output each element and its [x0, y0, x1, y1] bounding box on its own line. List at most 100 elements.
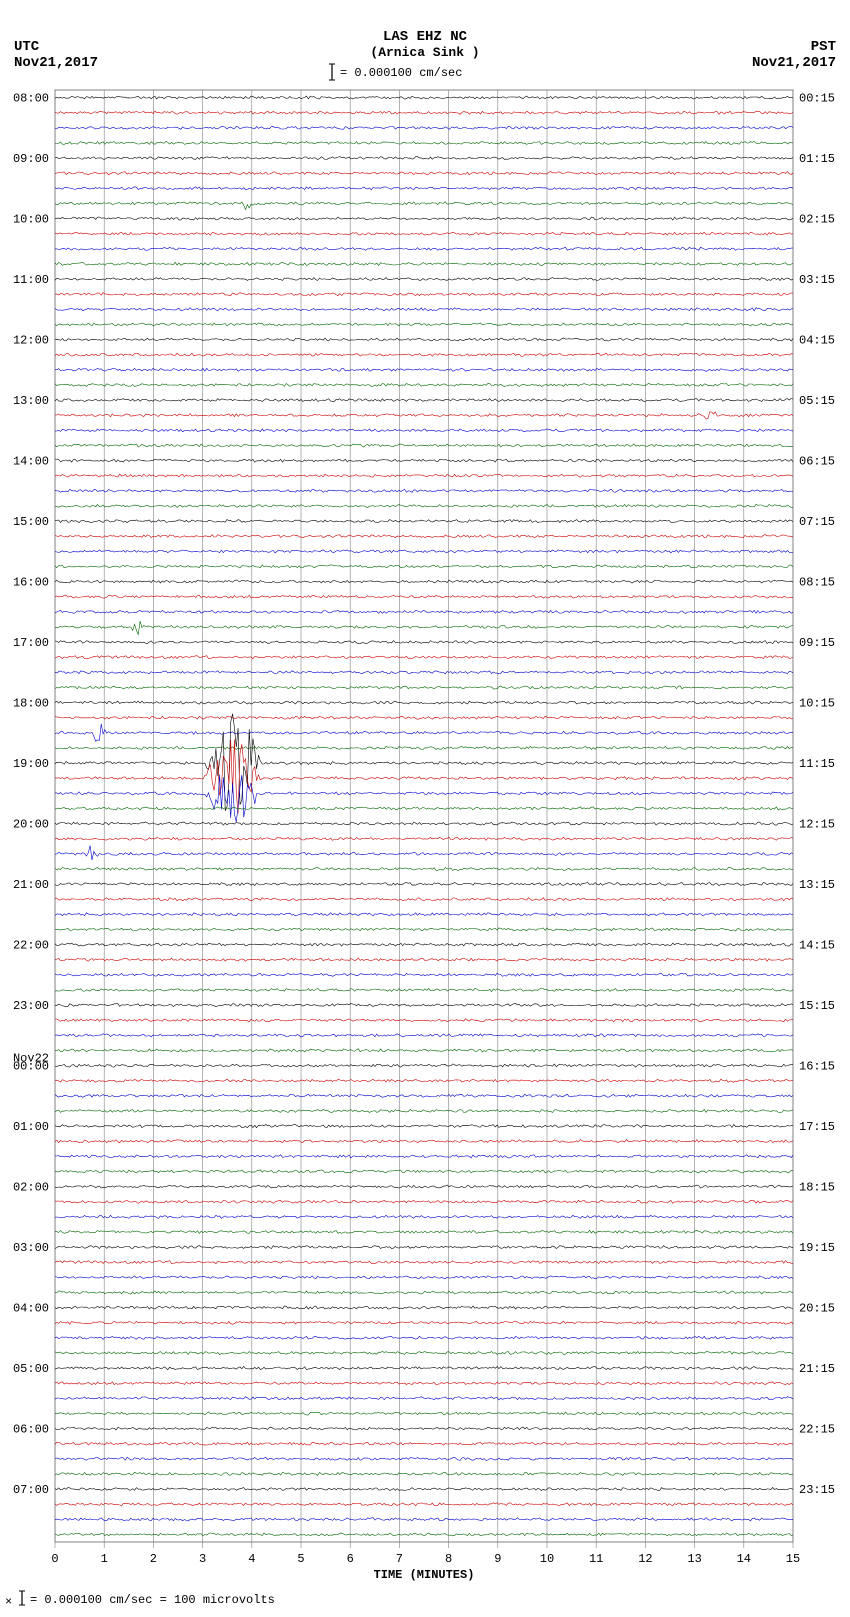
- seismic-trace: [55, 867, 793, 870]
- left-time-label: 20:00: [13, 818, 49, 832]
- seismic-trace: [55, 1079, 793, 1082]
- seismic-trace: [55, 293, 793, 296]
- seismic-trace: [55, 429, 793, 432]
- seismic-trace: [55, 550, 793, 553]
- seismic-trace: [55, 701, 793, 704]
- seismic-trace: [55, 504, 793, 507]
- right-tz: PST: [811, 39, 836, 55]
- seismic-trace: [55, 1109, 793, 1112]
- seismic-trace: [55, 1276, 793, 1279]
- seismic-trace: [55, 187, 793, 190]
- seismic-trace: [55, 111, 793, 114]
- seismic-trace: [55, 1215, 793, 1218]
- right-time-label: 10:15: [799, 697, 835, 711]
- seismogram-container: { "header": { "station": "LAS EHZ NC", "…: [0, 0, 850, 1613]
- left-time-label: 05:00: [13, 1362, 49, 1376]
- left-time-label: 11:00: [13, 273, 49, 287]
- right-date: Nov21,2017: [752, 55, 836, 71]
- seismogram-svg: LAS EHZ NC(Arnica Sink )= 0.000100 cm/se…: [0, 0, 850, 1613]
- seismic-trace: [55, 1442, 793, 1445]
- seismic-trace: [55, 807, 793, 810]
- right-time-label: 21:15: [799, 1362, 835, 1376]
- seismic-trace: [55, 739, 793, 813]
- x-tick-label: 8: [445, 1552, 452, 1566]
- x-tick-label: 12: [638, 1552, 652, 1566]
- seismic-trace: [55, 353, 793, 356]
- x-tick-label: 1: [101, 1552, 108, 1566]
- seismic-trace: [55, 898, 793, 901]
- seismic-trace: [55, 520, 793, 523]
- x-tick-label: 14: [737, 1552, 751, 1566]
- x-tick-label: 4: [248, 1552, 255, 1566]
- seismic-trace: [55, 1352, 793, 1355]
- seismic-trace: [55, 973, 793, 976]
- x-tick-label: 5: [297, 1552, 304, 1566]
- x-tick-label: 10: [540, 1552, 554, 1566]
- seismic-trace: [55, 444, 793, 447]
- header-scale-text: = 0.000100 cm/sec: [340, 66, 462, 80]
- left-time-label: 04:00: [13, 1302, 49, 1316]
- left-time-label: 01:00: [13, 1120, 49, 1134]
- seismic-trace: [55, 474, 793, 477]
- seismic-trace: [55, 202, 793, 210]
- left-time-label: 21:00: [13, 878, 49, 892]
- left-time-label: 17:00: [13, 636, 49, 650]
- seismic-trace: [55, 1488, 793, 1491]
- seismic-trace: [55, 1094, 793, 1097]
- seismic-trace: [55, 724, 793, 742]
- footer-scale-text: = 0.000100 cm/sec = 100 microvolts: [30, 1593, 275, 1607]
- seismic-trace: [55, 837, 793, 840]
- left-time-label: 15:00: [13, 515, 49, 529]
- left-date: Nov21,2017: [14, 55, 98, 71]
- seismic-trace: [55, 988, 793, 991]
- seismic-trace: [55, 232, 793, 235]
- seismic-trace: [55, 141, 793, 144]
- left-time-label: 23:00: [13, 999, 49, 1013]
- seismic-trace: [55, 1230, 793, 1233]
- seismic-trace: [55, 1457, 793, 1460]
- left-time-label: 07:00: [13, 1483, 49, 1497]
- seismic-trace: [55, 621, 793, 634]
- x-tick-label: 3: [199, 1552, 206, 1566]
- seismic-trace: [55, 399, 793, 402]
- seismic-trace: [55, 846, 793, 861]
- right-time-label: 08:15: [799, 576, 835, 590]
- seismic-trace: [55, 1472, 793, 1475]
- seismic-trace: [55, 775, 793, 822]
- station-code: LAS EHZ NC: [383, 29, 468, 45]
- right-time-label: 23:15: [799, 1483, 835, 1497]
- x-tick-label: 7: [396, 1552, 403, 1566]
- traces: [55, 96, 793, 1536]
- right-time-label: 18:15: [799, 1181, 835, 1195]
- seismic-trace: [55, 1412, 793, 1415]
- right-time-label: 04:15: [799, 334, 835, 348]
- right-time-label: 14:15: [799, 939, 835, 953]
- seismic-trace: [55, 1382, 793, 1385]
- seismic-trace: [55, 1125, 793, 1128]
- x-tick-label: 6: [347, 1552, 354, 1566]
- seismic-trace: [55, 928, 793, 931]
- left-time-label: 00:00: [13, 1060, 49, 1074]
- left-time-label: 06:00: [13, 1423, 49, 1437]
- seismic-trace: [55, 1049, 793, 1052]
- x-tick-label: 13: [687, 1552, 701, 1566]
- seismic-trace: [55, 1427, 793, 1430]
- right-time-label: 22:15: [799, 1423, 835, 1437]
- left-time-label: 19:00: [13, 757, 49, 771]
- seismic-trace: [55, 96, 793, 99]
- x-tick-label: 2: [150, 1552, 157, 1566]
- seismic-trace: [55, 1185, 793, 1188]
- seismic-trace: [55, 412, 793, 419]
- seismic-trace: [55, 383, 793, 386]
- seismic-trace: [55, 459, 793, 462]
- seismic-trace: [55, 716, 793, 719]
- x-tick-label: 9: [494, 1552, 501, 1566]
- svg-text:×: ×: [5, 1595, 12, 1609]
- seismic-trace: [55, 338, 793, 341]
- seismic-trace: [55, 1140, 793, 1143]
- seismic-trace: [55, 1336, 793, 1339]
- left-time-label: 03:00: [13, 1241, 49, 1255]
- right-time-label: 06:15: [799, 455, 835, 469]
- seismic-trace: [55, 714, 793, 811]
- seismic-trace: [55, 368, 793, 371]
